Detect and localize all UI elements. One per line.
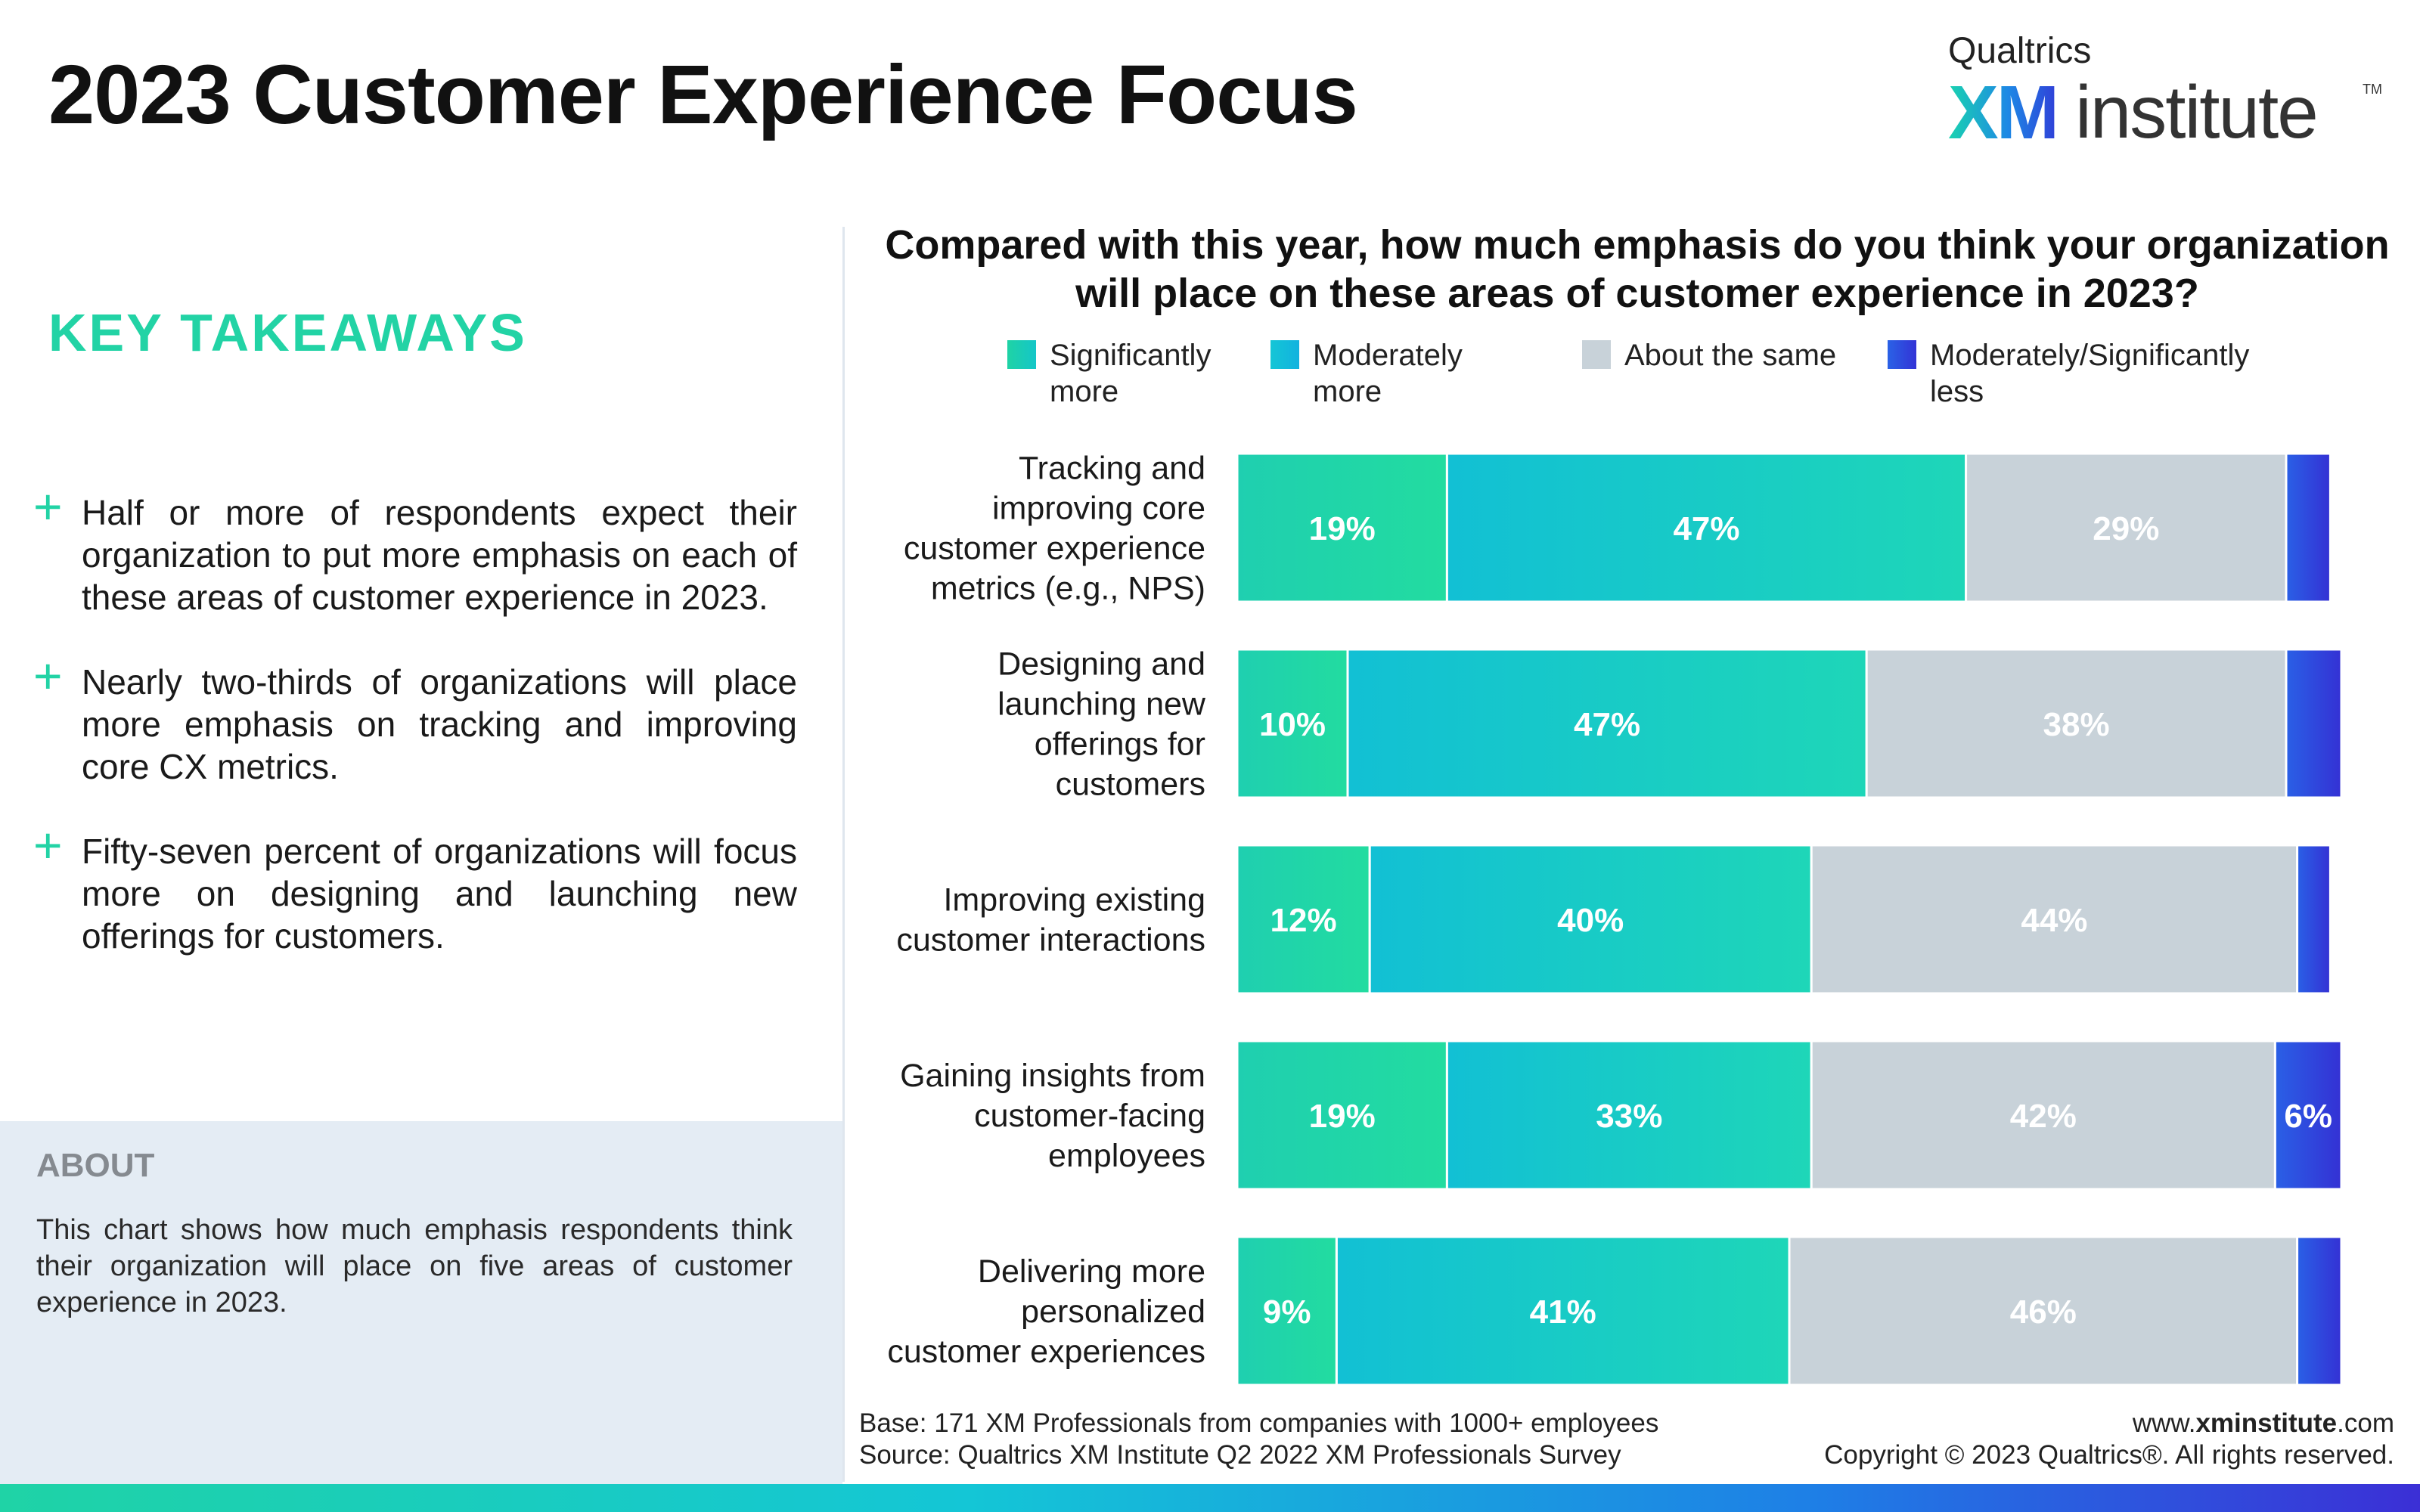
bar-segment [1865,648,2288,799]
bar-segment [1788,1235,2299,1387]
site-domain: xminstitute [2195,1408,2338,1438]
data-label: 19% [1309,1098,1376,1135]
bar-segment [1810,844,2299,995]
takeaway-item: + Nearly two-thirds of organizations wil… [33,651,797,788]
bar-segment [1445,452,1968,603]
category-label: Improving existing customer interactions [896,882,1205,959]
website-link[interactable]: www.xminstitute.com [1824,1408,2394,1439]
logo-institute-text: institute [2075,70,2319,153]
bar-segment [2285,452,2332,603]
takeaway-list: + Half or more of respondents expect the… [33,482,797,999]
category-label: Designing and launching new offerings for c… [997,646,1206,803]
takeaway-item: + Fifty-seven percent of organizations w… [33,820,797,957]
data-label: 41% [1530,1294,1596,1331]
data-label: 38% [2043,706,2110,743]
plus-icon: + [33,817,63,873]
logo-qualtrics-text: Qualtrics [1948,31,2092,71]
base-note: Base: 171 XM Professionals from companie… [859,1408,1659,1438]
bar-segment [1236,452,1448,603]
legend-label: Significantly more [1050,339,1212,408]
xm-institute-logo: Qualtrics XM institute TM [1948,30,2382,155]
panel-divider [842,227,845,1482]
legend-label: Moderately/Significantly less [1930,339,2250,408]
logo-xm-text: XM [1948,70,2059,155]
logo-trademark: TM [2363,82,2382,97]
data-label: 40% [1557,902,1624,939]
stacked-bar-chart: Tracking and improving core customer exper… [887,451,2343,1387]
data-label: 33% [1596,1098,1662,1135]
data-label: 6% [2284,1098,2332,1135]
about-panel: ABOUT This chart shows how much emphasis… [0,1121,842,1484]
category-label: Tracking and improving core customer exper… [904,451,1205,607]
source-note: Source: Qualtrics XM Institute Q2 2022 X… [859,1440,1621,1470]
data-label: 29% [2093,510,2159,547]
takeaway-text: Nearly two-thirds of organizations will … [82,662,797,786]
site-prefix: www. [2132,1408,2196,1438]
legend-swatch [1888,340,1916,369]
takeaway-text: Half or more of respondents expect their… [82,493,797,617]
takeaway-item: + Half or more of respondents expect the… [33,482,797,618]
bar-segment [1236,1040,1448,1191]
legend-item-moderately-more: Moderately more [1270,337,1490,410]
bar-segment [1810,1040,2276,1191]
legend-label: Moderately more [1313,339,1463,408]
legend-label: About the same [1624,339,1837,372]
legend-item-about-the-same: About the same [1582,337,1900,373]
key-takeaways-heading: KEY TAKEAWAYS [48,303,527,362]
legend-swatch [1270,340,1299,369]
chart-footnote: Base: 171 XM Professionals from companie… [859,1408,1658,1471]
legend-item-less: Moderately/Significantly less [1888,337,2311,410]
legend-item-significantly-more: Significantly more [1007,337,1234,410]
data-label: 42% [2010,1098,2077,1135]
site-and-copyright: www.xminstitute.com Copyright © 2023 Qua… [1824,1408,2394,1471]
plus-icon: + [33,648,63,704]
bar-segment [1236,648,1349,799]
bar-segment [1445,1040,1813,1191]
bar-segment [2296,844,2332,995]
copyright: Copyright © 2023 Qualtrics®. All rights … [1824,1440,2394,1470]
category-label: Delivering more personalized customer expe… [887,1253,1205,1370]
category-label: Gaining insights from customer-facing empl… [900,1058,1205,1174]
data-label: 44% [2021,902,2087,939]
data-label: 47% [1673,510,1739,547]
data-label: 12% [1270,902,1337,939]
about-heading: ABOUT [36,1147,155,1184]
brand-gradient-bar [0,1484,2420,1512]
bar-segment [2296,1235,2343,1387]
page-title: 2023 Customer Experience Focus [48,48,1358,141]
data-label: 47% [1574,706,1640,743]
about-text: This chart shows how much emphasis respo… [36,1214,793,1318]
bar-segment [1368,844,1813,995]
takeaway-text: Fifty-seven percent of organizations wil… [82,832,797,956]
bar-segment [2273,1040,2343,1191]
plus-icon: + [33,479,63,534]
bar-segment [1335,1235,1791,1387]
legend-swatch [1007,340,1036,369]
data-label: 46% [2010,1294,2077,1331]
site-suffix: .com [2337,1408,2394,1438]
legend-swatch [1582,340,1611,369]
bar-segment [2285,648,2343,799]
data-label: 9% [1263,1294,1311,1331]
chart-title: Compared with this year, how much emphas… [885,222,2390,316]
data-label: 19% [1309,510,1376,547]
chart-legend: Significantly more Moderately more About… [1007,337,2369,413]
data-label: 10% [1259,706,1326,743]
bar-segment [1346,648,1868,799]
bar-segment [1236,844,1371,995]
